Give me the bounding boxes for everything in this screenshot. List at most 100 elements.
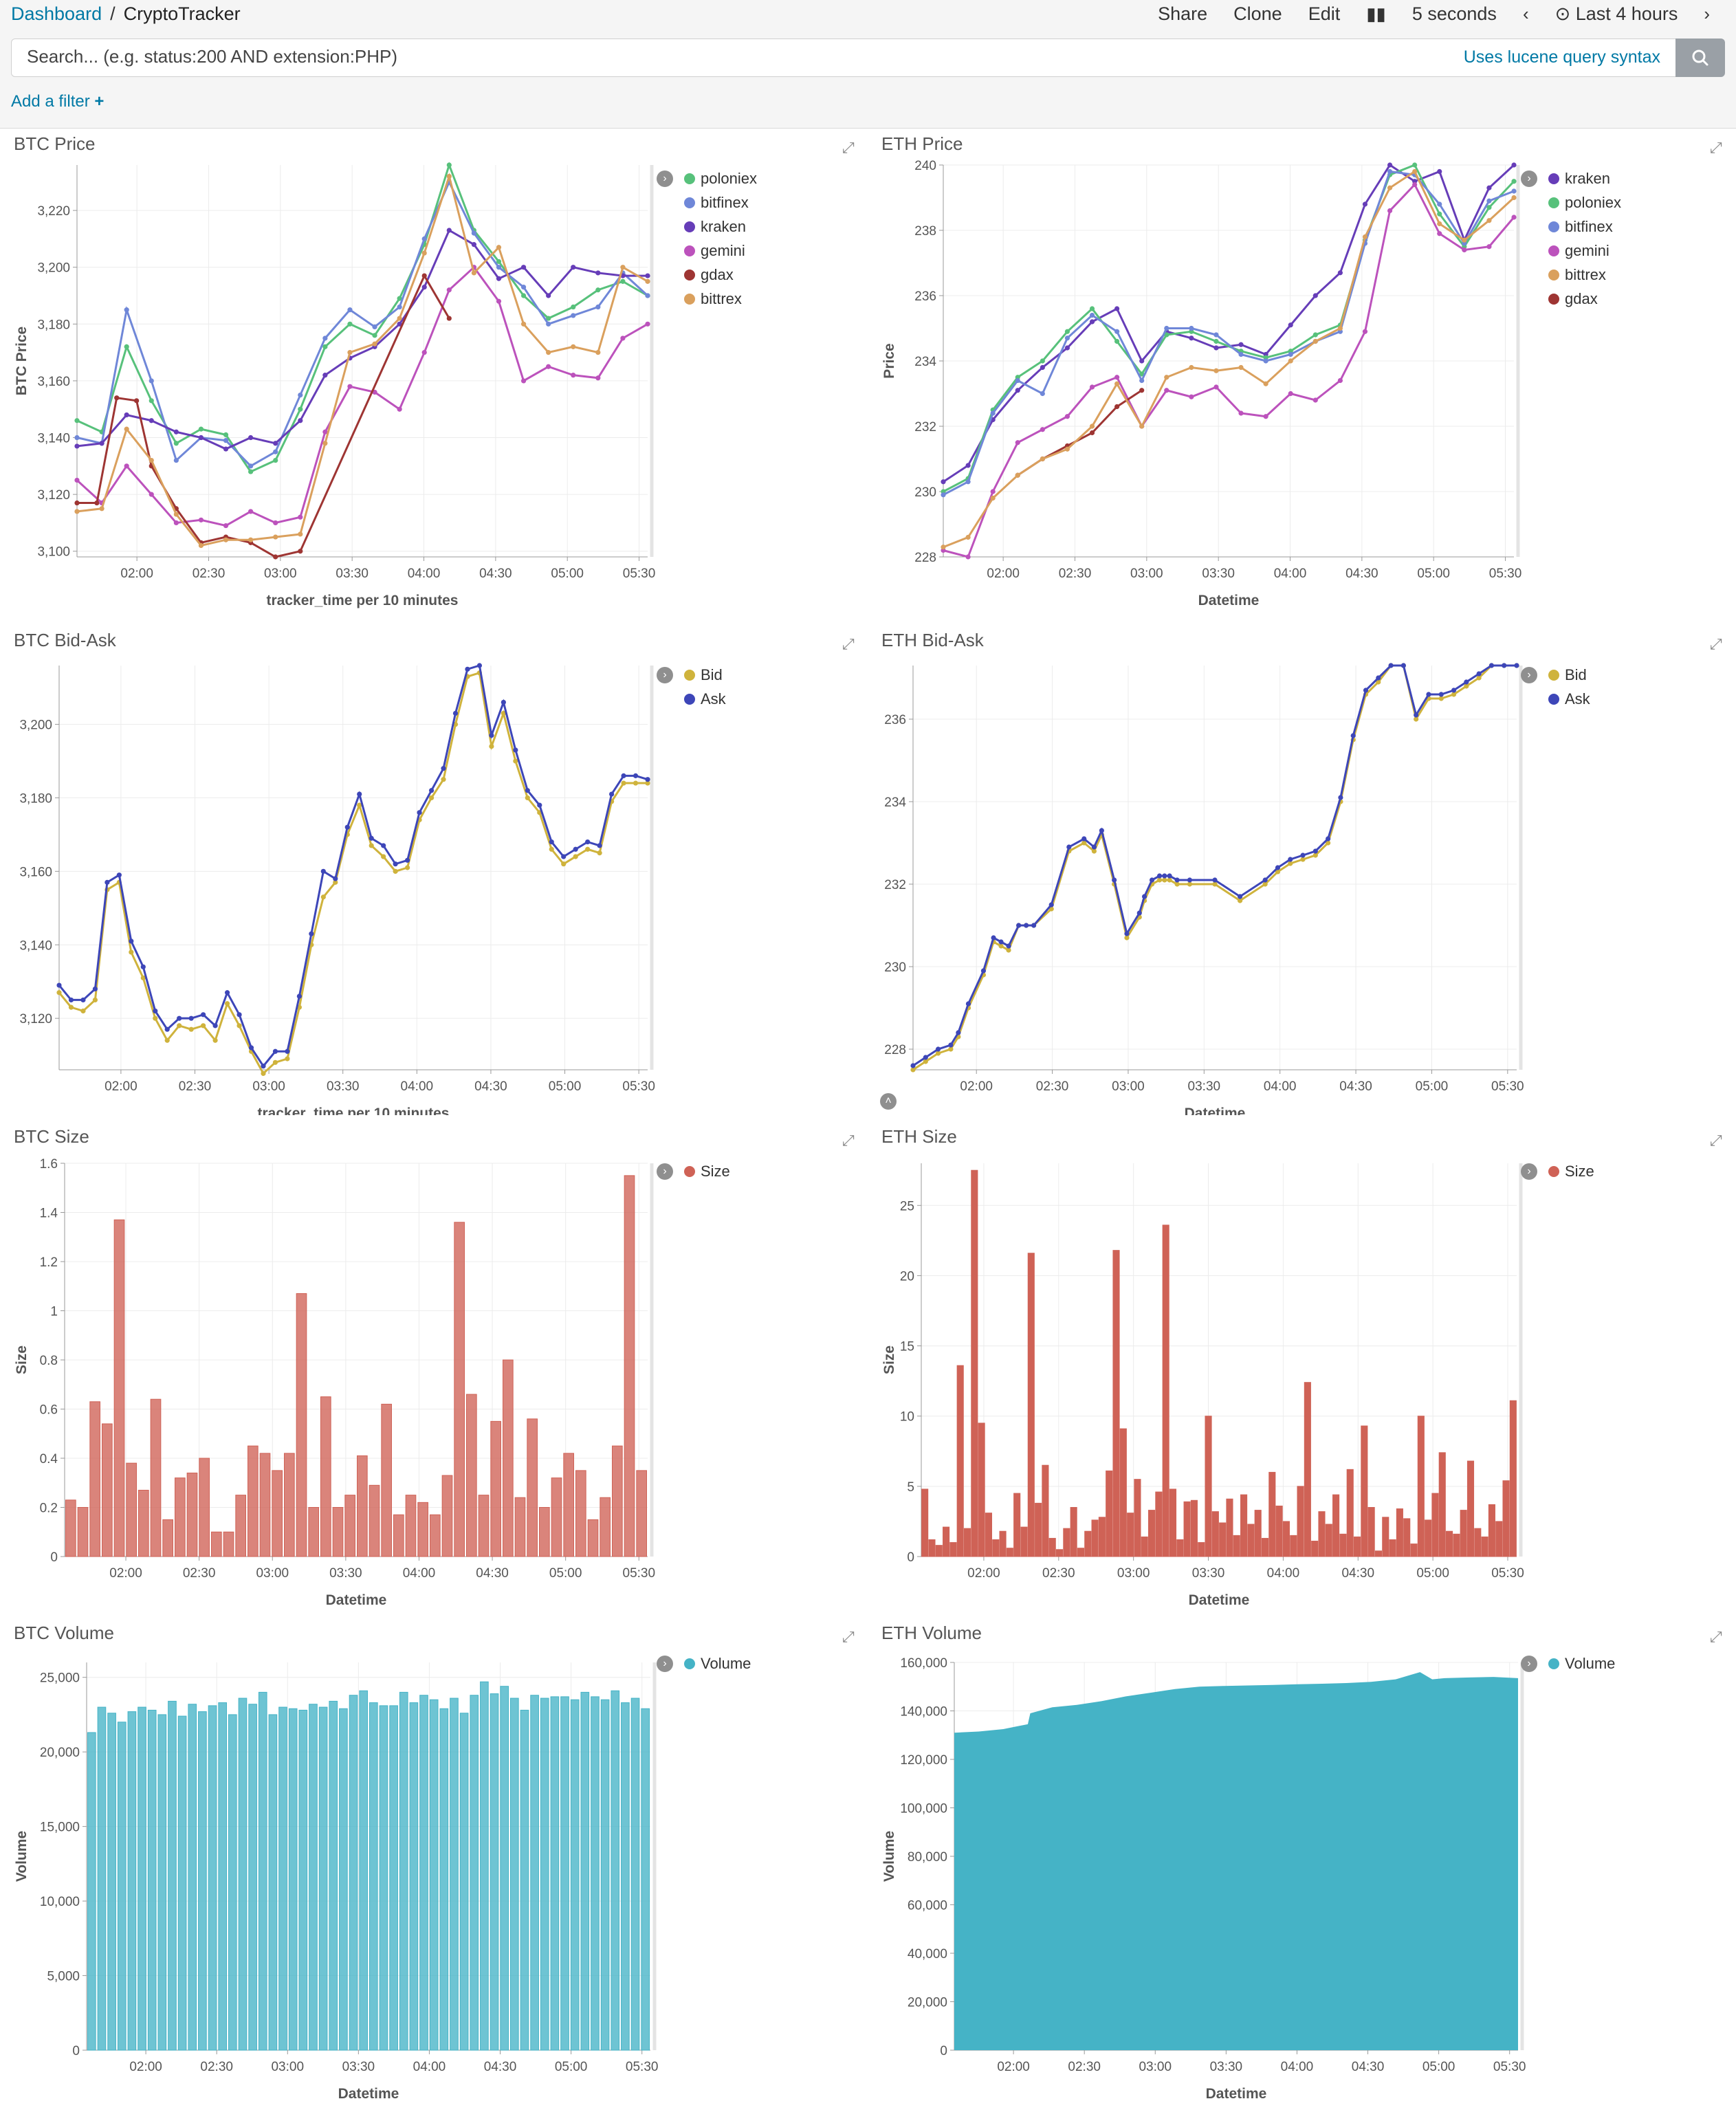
- data-point-kraken: [421, 285, 427, 290]
- data-point-bittrex: [149, 457, 154, 463]
- data-point-ask: [212, 1023, 218, 1029]
- legend-swatch: [1548, 270, 1559, 281]
- chevron-right-icon[interactable]: ›: [657, 171, 673, 187]
- search-input[interactable]: Search... (e.g. status:200 AND extension…: [11, 39, 1676, 77]
- bar-volume: [87, 1732, 96, 2051]
- expand-icon[interactable]: ⤢: [842, 635, 855, 652]
- time-range-button[interactable]: ⊙ Last 4 hours: [1555, 1, 1678, 26]
- data-point-bitfinex: [1486, 198, 1492, 204]
- bar-size: [466, 1394, 477, 1557]
- legend-item-bid[interactable]: Bid: [1548, 665, 1587, 685]
- bar-volume: [389, 1705, 398, 2051]
- chevron-right-icon[interactable]: ›: [1521, 171, 1537, 187]
- chevron-right-icon[interactable]: ›: [1521, 667, 1537, 683]
- expand-icon[interactable]: ⤢: [1710, 139, 1722, 156]
- data-point-gemini: [645, 321, 650, 327]
- breadcrumb-dashboard-link[interactable]: Dashboard: [11, 3, 102, 24]
- legend-item-gemini[interactable]: gemini: [1548, 241, 1609, 261]
- chevron-right-icon[interactable]: ›: [657, 1163, 673, 1180]
- bar-size: [1466, 1460, 1475, 1557]
- share-button[interactable]: Share: [1158, 3, 1208, 24]
- legend-item-ask[interactable]: Ask: [684, 689, 726, 710]
- expand-icon[interactable]: ⤢: [842, 139, 855, 156]
- data-point-gemini: [496, 298, 502, 304]
- legend-item-bid[interactable]: Bid: [684, 665, 723, 685]
- bar-size: [956, 1365, 964, 1557]
- refresh-interval-button[interactable]: 5 seconds: [1411, 3, 1497, 24]
- expand-icon[interactable]: ⤢: [1710, 635, 1722, 652]
- data-point-gemini: [620, 336, 626, 341]
- legend-item-gdax[interactable]: gdax: [684, 265, 734, 285]
- search-button[interactable]: [1675, 39, 1725, 77]
- data-point-bid: [501, 710, 506, 716]
- pause-icon[interactable]: ▮▮: [1366, 3, 1386, 24]
- chevron-right-icon[interactable]: ›: [1704, 3, 1710, 24]
- series-line-poloniex: [943, 164, 1515, 493]
- chevron-right-icon[interactable]: ›: [1521, 1163, 1537, 1180]
- chevron-up-icon[interactable]: ˄: [880, 1093, 897, 1110]
- data-point-ask: [980, 968, 987, 974]
- data-point-bittrex: [124, 426, 129, 432]
- data-point-ask: [1031, 923, 1037, 928]
- legend-item-poloniex[interactable]: poloniex: [684, 168, 757, 189]
- data-point-gdax: [446, 316, 452, 321]
- bar-size: [296, 1293, 307, 1557]
- chevron-right-icon[interactable]: ›: [657, 1656, 673, 1672]
- legend-label: gdax: [701, 266, 734, 283]
- data-point-gemini: [1337, 377, 1343, 384]
- clone-button[interactable]: Clone: [1233, 3, 1282, 24]
- legend-item-bitfinex[interactable]: bitfinex: [1548, 217, 1613, 237]
- y-tick-label: 0.2: [40, 1502, 58, 1516]
- lucene-syntax-link[interactable]: Uses lucene query syntax: [1463, 47, 1660, 67]
- legend-item-size[interactable]: Size: [1548, 1161, 1594, 1182]
- expand-icon[interactable]: ⤢: [842, 1132, 855, 1149]
- edit-button[interactable]: Edit: [1308, 3, 1341, 24]
- bar-volume: [379, 1705, 388, 2051]
- legend-item-bittrex[interactable]: bittrex: [684, 289, 742, 309]
- chevron-left-icon[interactable]: ‹: [1522, 3, 1529, 24]
- y-tick-label: 1.2: [40, 1255, 58, 1270]
- legend-item-kraken[interactable]: kraken: [1548, 168, 1610, 189]
- data-point-ask: [417, 810, 422, 815]
- legend-item-size[interactable]: Size: [684, 1161, 730, 1182]
- chevron-right-icon[interactable]: ›: [657, 667, 673, 683]
- chevron-right-icon[interactable]: ›: [1521, 1656, 1537, 1672]
- bar-size: [1084, 1530, 1092, 1557]
- data-point-bittrex: [173, 512, 179, 517]
- data-point-bid: [525, 795, 530, 801]
- legend-item-bittrex[interactable]: bittrex: [1548, 265, 1606, 285]
- time-range-label: Last 4 hours: [1575, 3, 1678, 24]
- chart-eth-bidask: 228 230 232 234 236 02:00 02:30 03:00 03:30 04:00…: [884, 663, 1524, 1115]
- panel-title: BTC Volume: [14, 1623, 114, 1643]
- legend-label: gemini: [701, 242, 745, 259]
- expand-icon[interactable]: ⤢: [842, 1628, 855, 1645]
- data-point-gemini: [298, 514, 303, 520]
- x-tick-label: 02:00: [109, 1566, 142, 1581]
- expand-icon[interactable]: ⤢: [1710, 1132, 1722, 1149]
- data-point-bitfinex: [1139, 377, 1145, 384]
- legend-label: Size: [1565, 1163, 1594, 1180]
- legend-item-poloniex[interactable]: poloniex: [1548, 193, 1621, 213]
- bar-volume: [630, 1697, 640, 2051]
- expand-icon[interactable]: ⤢: [1710, 1628, 1722, 1645]
- bar-size: [527, 1418, 538, 1557]
- data-point-gemini: [1412, 182, 1418, 188]
- legend-item-ask[interactable]: Ask: [1548, 689, 1590, 710]
- legend-item-gemini[interactable]: gemini: [684, 241, 745, 261]
- data-point-ask: [80, 997, 86, 1003]
- bar-volume: [198, 1711, 207, 2051]
- data-point-ask: [1438, 692, 1444, 697]
- x-axis-label: Datetime: [1198, 593, 1260, 608]
- legend-item-volume[interactable]: Volume: [1548, 1653, 1615, 1674]
- legend-item-volume[interactable]: Volume: [684, 1653, 751, 1674]
- legend-item-bitfinex[interactable]: bitfinex: [684, 193, 749, 213]
- data-point-ask: [357, 791, 362, 797]
- data-point-bid: [1275, 869, 1281, 875]
- legend-item-kraken[interactable]: kraken: [684, 217, 746, 237]
- data-point-gemini: [1511, 215, 1517, 220]
- series-line-bittrex: [943, 170, 1515, 549]
- add-filter-button[interactable]: Add a filter +: [11, 92, 104, 111]
- bar-volume: [470, 1695, 479, 2051]
- y-tick-label: 232: [884, 878, 906, 892]
- legend-item-gdax[interactable]: gdax: [1548, 289, 1598, 309]
